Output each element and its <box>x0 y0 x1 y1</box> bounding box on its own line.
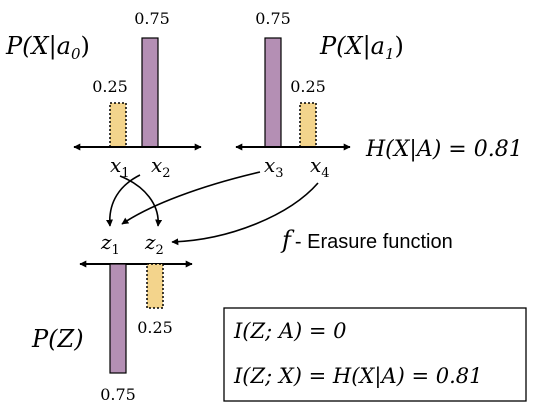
value-label-x2: 0.75 <box>134 9 170 28</box>
tick-x3: x3 <box>264 153 284 181</box>
dist-a0-label: P(X|a0) <box>5 32 90 63</box>
tick-z2: z2 <box>144 230 164 258</box>
dist-a0-group: P(X|a0) 0.25 0.75 x1 x2 <box>5 9 202 181</box>
entropy-label: H(X|A) = 0.81 <box>365 137 523 162</box>
tick-x4: x4 <box>310 153 330 181</box>
value-label-x3: 0.75 <box>255 9 291 28</box>
dist-z-group: z1 z2 P(Z) 0.75 0.25 <box>31 230 193 404</box>
tick-x2: x2 <box>151 153 171 181</box>
bar-z1 <box>109 263 127 374</box>
info-line-2: I(Z; X) = H(X|A) = 0.81 <box>233 364 483 389</box>
erasure-arrows <box>105 171 319 246</box>
function-label: f- Erasure function <box>280 226 453 254</box>
value-label-z1: 0.75 <box>100 385 136 404</box>
value-label-z2: 0.25 <box>137 318 173 337</box>
bar-x3 <box>264 37 282 148</box>
dist-a1-label: P(X|a1) <box>319 32 404 63</box>
bar-x2 <box>141 37 159 148</box>
bar-z2 <box>146 263 164 309</box>
arrow-x3-to-z1 <box>121 171 261 225</box>
arrow-x1-to-z2 <box>119 175 163 227</box>
tick-z1: z1 <box>100 230 120 258</box>
value-label-x4: 0.25 <box>290 77 326 96</box>
dist-a1-group: P(X|a1) 0.75 0.25 x3 x4 <box>235 9 404 181</box>
info-line-1: I(Z; A) = 0 <box>233 319 347 343</box>
arrow-x4-to-z2 <box>171 182 319 246</box>
arrow-x2-to-z1 <box>105 174 141 227</box>
dist-z-label: P(Z) <box>31 325 84 353</box>
tick-x1: x1 <box>110 153 130 181</box>
info-box <box>223 307 527 402</box>
value-label-x1: 0.25 <box>92 77 128 96</box>
bar-x4 <box>299 102 317 148</box>
bar-x1 <box>109 102 127 148</box>
